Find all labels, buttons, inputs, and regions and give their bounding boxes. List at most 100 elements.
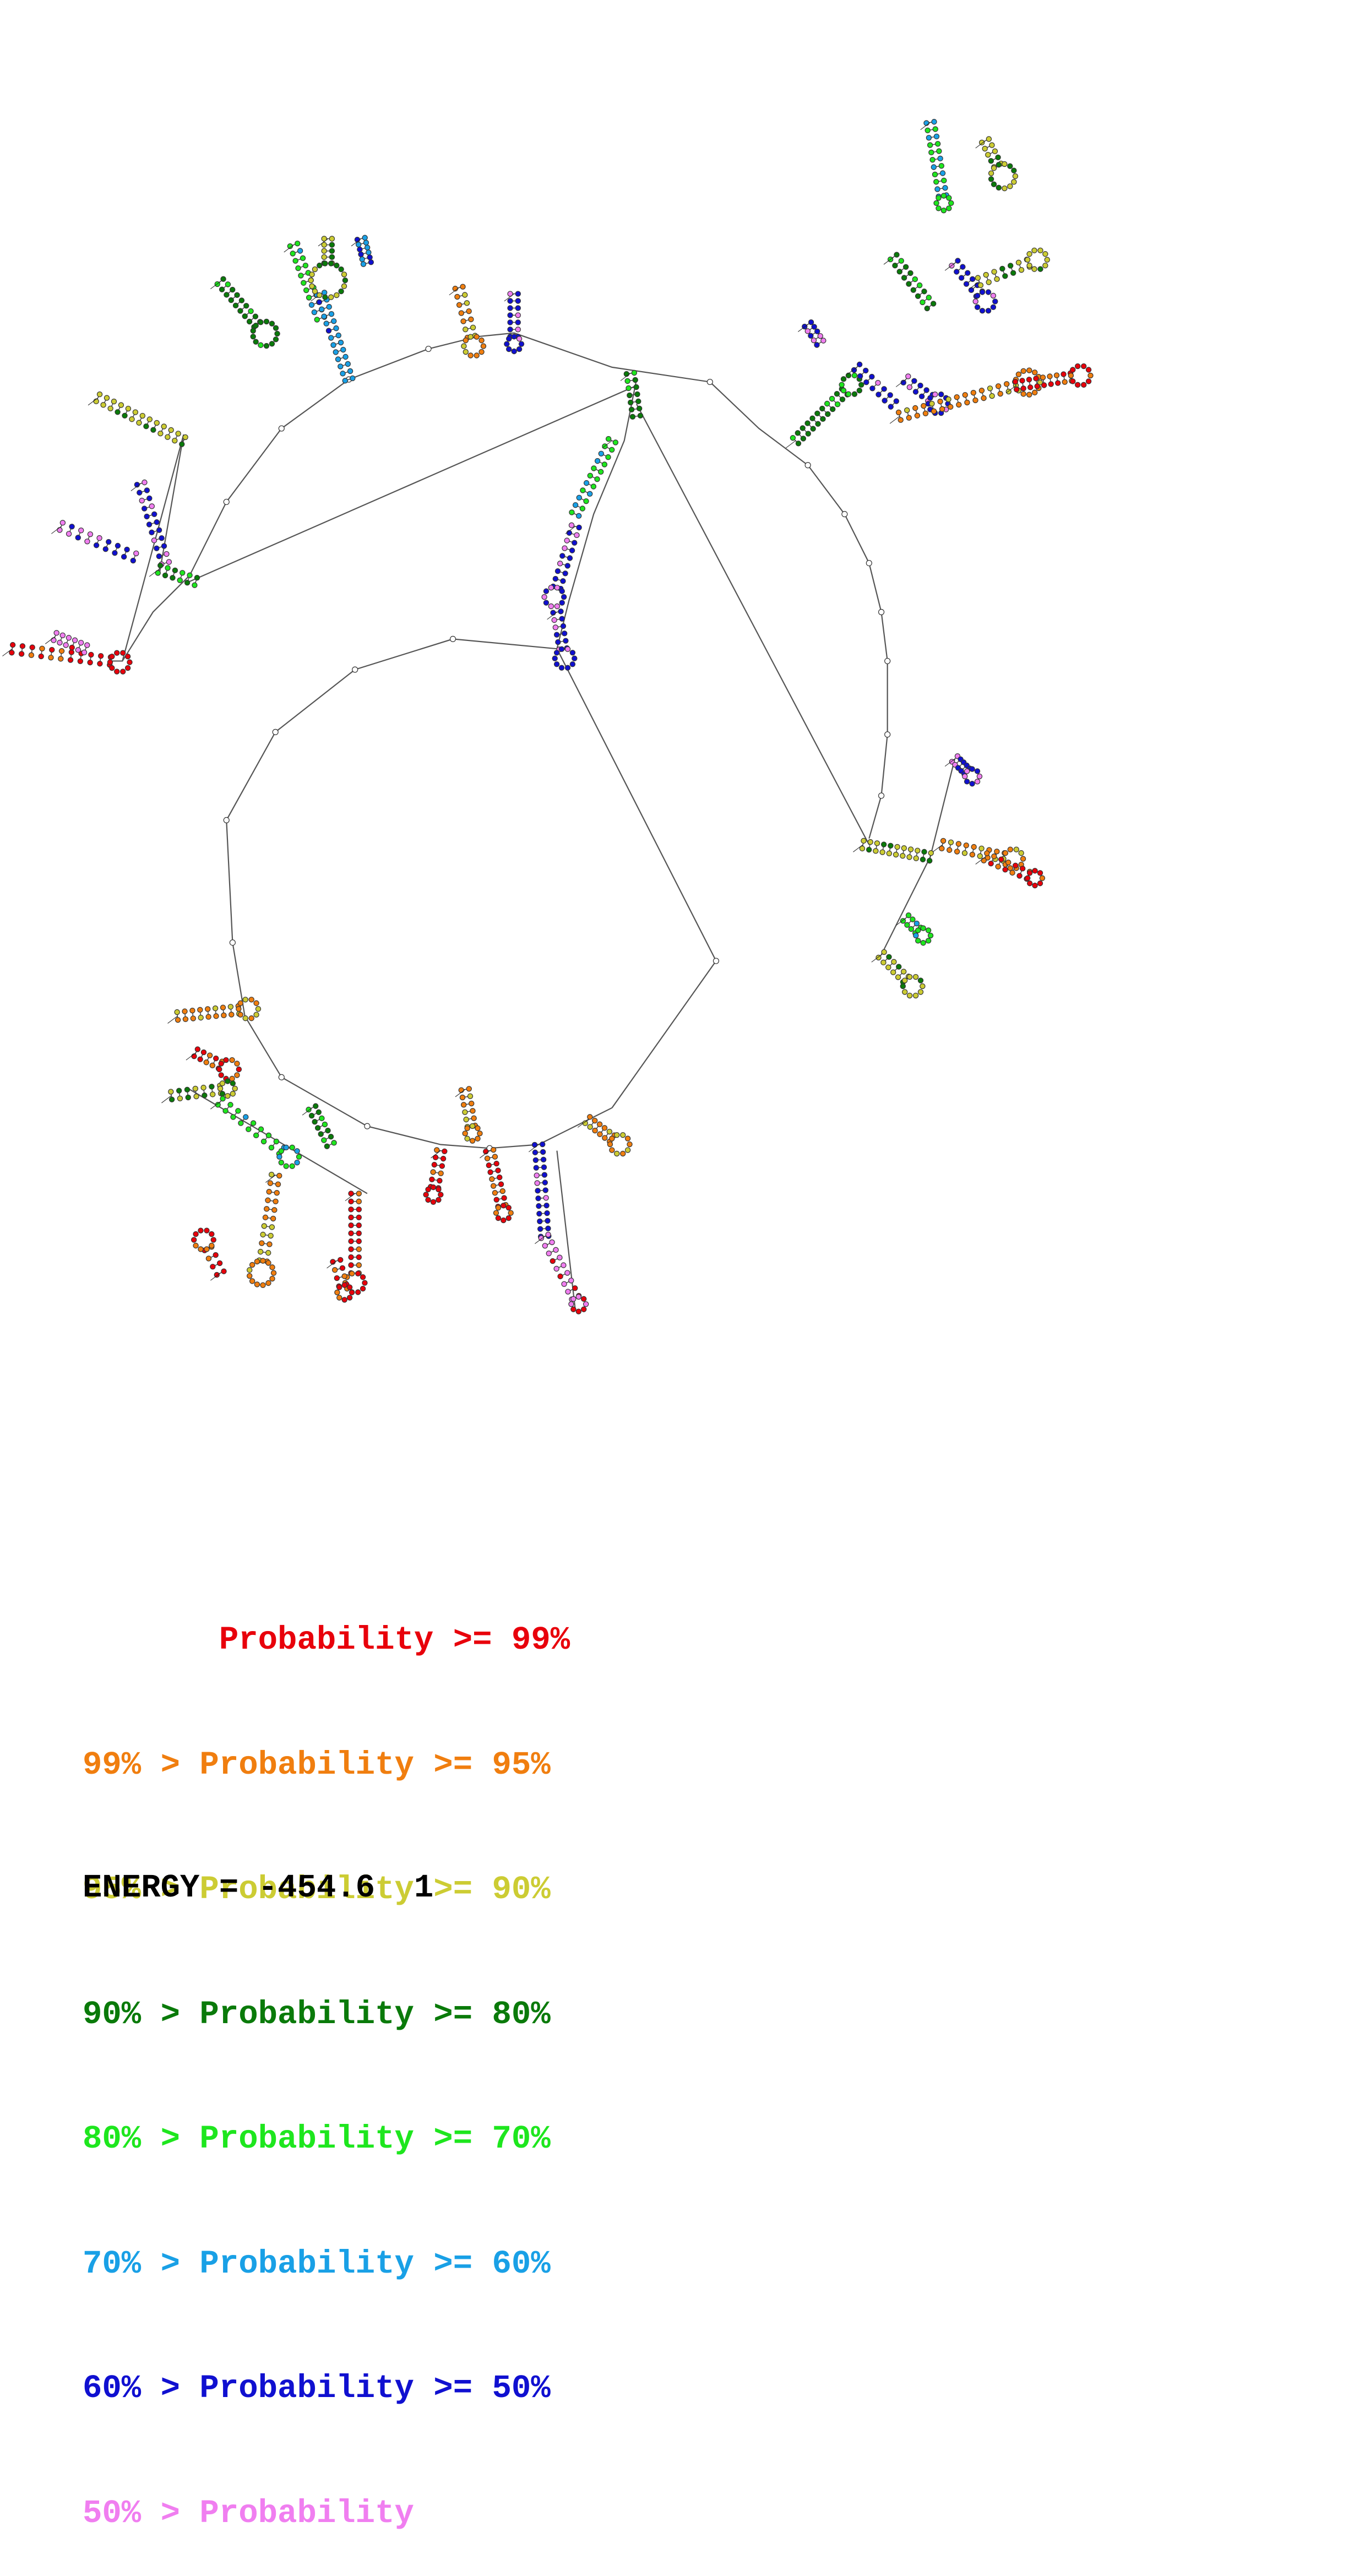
loop-nucleotide bbox=[328, 260, 334, 267]
nucleotide bbox=[861, 838, 867, 844]
nucleotide bbox=[920, 856, 926, 863]
loop-nucleotide bbox=[198, 1227, 204, 1233]
helix bbox=[895, 912, 934, 946]
nucleotide bbox=[596, 1121, 603, 1127]
nucleotide bbox=[945, 396, 951, 403]
loop-nucleotide bbox=[1075, 382, 1081, 388]
nucleotide bbox=[430, 1169, 436, 1175]
loop-nucleotide bbox=[917, 989, 924, 995]
nucleotide bbox=[182, 1016, 189, 1022]
nucleotide bbox=[572, 540, 578, 546]
helix bbox=[871, 949, 926, 999]
nucleotide bbox=[968, 287, 975, 294]
nucleotide bbox=[348, 1246, 354, 1252]
nucleotide bbox=[313, 1103, 319, 1109]
nucleotide bbox=[532, 1157, 539, 1163]
loop-nucleotide bbox=[912, 974, 919, 980]
nucleotide bbox=[220, 1004, 226, 1010]
nucleotide bbox=[602, 1135, 608, 1141]
loop-nucleotide bbox=[1012, 173, 1019, 180]
loop-nucleotide bbox=[501, 1203, 507, 1209]
nucleotide bbox=[328, 1134, 334, 1140]
nucleotide bbox=[182, 1008, 188, 1014]
nucleotide bbox=[326, 304, 332, 310]
loop-nucleotide bbox=[260, 1258, 266, 1264]
nucleotide bbox=[981, 395, 987, 401]
legend-entry-60: 70% > Probability >= 60% bbox=[83, 2245, 551, 2282]
nucleotide bbox=[874, 840, 880, 846]
loop-nucleotide bbox=[974, 292, 981, 299]
nucleotide bbox=[969, 851, 976, 858]
nucleotide bbox=[205, 1006, 211, 1012]
nucleotide bbox=[597, 469, 604, 475]
nucleotide bbox=[995, 863, 1001, 869]
nucleotide bbox=[439, 1163, 445, 1169]
backbone-segment bbox=[226, 638, 557, 1017]
loop-nucleotide bbox=[229, 1057, 235, 1063]
nucleotide bbox=[341, 1273, 347, 1279]
loop-nucleotide bbox=[1037, 266, 1043, 272]
loop-nucleotide bbox=[925, 938, 932, 944]
loop-nucleotide bbox=[278, 1159, 284, 1166]
nucleotide bbox=[246, 1126, 252, 1132]
nucleotide bbox=[975, 275, 981, 281]
nucleotide bbox=[534, 1180, 540, 1186]
nucleotide bbox=[992, 148, 998, 154]
nucleotide bbox=[985, 151, 991, 158]
loop-nucleotide bbox=[1026, 262, 1032, 269]
nucleotide bbox=[579, 506, 586, 512]
nucleotide bbox=[96, 535, 102, 541]
loop-nucleotide bbox=[248, 1015, 254, 1021]
nucleotide bbox=[569, 547, 575, 553]
loop-nucleotide bbox=[505, 1215, 512, 1221]
loop-nucleotide bbox=[273, 325, 279, 331]
loop-nucleotide bbox=[988, 176, 994, 182]
nucleotide bbox=[194, 574, 200, 581]
nucleotide bbox=[294, 240, 301, 247]
nucleotide bbox=[484, 1155, 491, 1161]
legend-entry-70: 80% > Probability >= 70% bbox=[83, 2121, 551, 2157]
nucleotide bbox=[216, 1260, 223, 1267]
nucleotide bbox=[492, 1189, 498, 1196]
nucleotide bbox=[489, 1176, 495, 1182]
nucleotide bbox=[540, 1149, 546, 1155]
nucleotide bbox=[904, 922, 910, 928]
loop-nucleotide bbox=[322, 260, 328, 267]
loop-nucleotide bbox=[992, 298, 998, 305]
nucleotide bbox=[817, 333, 823, 339]
loop-nucleotide bbox=[255, 1006, 262, 1012]
nucleotide bbox=[954, 269, 960, 275]
nucleotide bbox=[366, 249, 372, 256]
nucleotide bbox=[192, 582, 198, 588]
nucleotide bbox=[460, 284, 466, 290]
nucleotide bbox=[915, 847, 921, 854]
nucleotide bbox=[72, 637, 78, 643]
loop-nucleotide bbox=[506, 336, 512, 342]
nucleotide bbox=[561, 1281, 567, 1287]
loop-nucleotide bbox=[561, 594, 567, 600]
loop-nucleotide bbox=[906, 974, 913, 980]
nucleotide bbox=[859, 845, 866, 852]
loop-nucleotide bbox=[1007, 865, 1014, 871]
loop-nucleotide bbox=[346, 1295, 353, 1301]
loop-nucleotide bbox=[352, 666, 358, 673]
nucleotide bbox=[316, 299, 323, 305]
nucleotide bbox=[554, 568, 561, 574]
nucleotide bbox=[51, 637, 57, 643]
nucleotide bbox=[340, 371, 346, 377]
nucleotide bbox=[982, 145, 988, 152]
nucleotide bbox=[541, 1172, 548, 1178]
nucleotide bbox=[322, 1121, 328, 1128]
nucleotide bbox=[348, 1254, 354, 1260]
loop-nucleotide bbox=[278, 1074, 285, 1080]
loop-nucleotide bbox=[624, 1147, 631, 1153]
nucleotide bbox=[165, 434, 171, 440]
nucleotide bbox=[348, 1238, 354, 1244]
nucleotide bbox=[168, 1096, 175, 1102]
nucleotide bbox=[912, 405, 918, 411]
nucleotide bbox=[248, 308, 254, 314]
nucleotide bbox=[266, 1188, 272, 1195]
loop-nucleotide bbox=[917, 977, 924, 983]
nucleotide bbox=[149, 503, 155, 509]
loop-nucleotide bbox=[283, 1144, 289, 1151]
